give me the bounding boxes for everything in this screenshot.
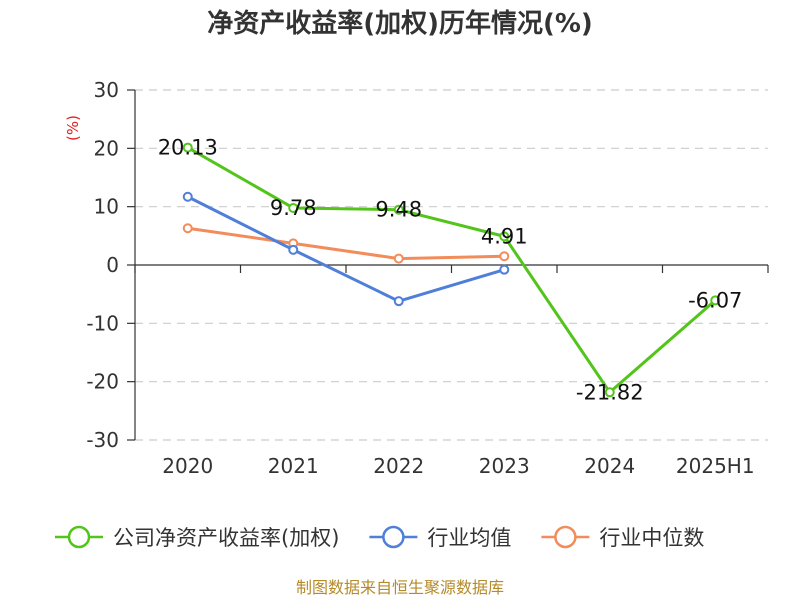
chart-title: 净资产收益率(加权)历年情况(%): [207, 8, 593, 39]
x-tick-label: 2022: [373, 454, 424, 478]
legend-swatch-marker: [67, 525, 91, 549]
legend-label: 行业中位数: [599, 526, 704, 550]
series-line: [187, 195, 505, 303]
data-point: [393, 204, 404, 215]
series-line: [187, 146, 717, 394]
x-tick-label: 2024: [584, 454, 635, 478]
data-point: [182, 223, 193, 234]
y-tick-label: 30: [94, 78, 119, 102]
data-label: 20.13: [158, 136, 218, 160]
legend-swatch-marker: [554, 525, 577, 549]
series-line: [187, 226, 505, 261]
series-layer: [182, 142, 721, 398]
data-point: [604, 387, 615, 398]
legend: 公司净资产收益率(加权) 行业均值 行业中位数: [55, 525, 704, 550]
data-point: [393, 296, 404, 307]
y-axis-unit: (%): [64, 115, 82, 141]
legend-label: 公司净资产收益率(加权): [113, 526, 339, 550]
x-tick-label: 2020: [162, 454, 213, 478]
data-point: [288, 202, 299, 213]
data-point: [182, 191, 193, 202]
source-note: 制图数据来自恒生聚源数据库: [296, 578, 504, 597]
x-tick-label: 2023: [479, 454, 530, 478]
data-label: -6.07: [688, 288, 742, 312]
data-point: [499, 264, 510, 275]
x-tick-label: 2025H1: [676, 454, 755, 478]
y-tick-label: 0: [106, 253, 119, 277]
y-tick-label: -20: [86, 370, 119, 394]
y-tick-labels: 30 20 10 0 -10 -20 -30: [86, 78, 119, 452]
x-tick-label: 2021: [268, 454, 319, 478]
data-label: -21.82: [576, 380, 644, 404]
y-tick-label: -10: [86, 311, 119, 335]
data-point: [288, 244, 299, 255]
legend-label: 行业均值: [427, 526, 511, 550]
data-point: [499, 231, 510, 242]
data-point: [182, 142, 193, 153]
grid-lines: [135, 89, 768, 441]
data-point: [499, 251, 510, 262]
data-point: [710, 295, 721, 306]
data-point: [393, 253, 404, 264]
y-tick-label: 10: [94, 195, 119, 219]
y-tick-label: 20: [94, 136, 119, 160]
data-label: 9.48: [375, 198, 422, 222]
data-label: 9.78: [270, 196, 317, 220]
data-label: 4.91: [481, 224, 528, 248]
x-tick-labels: 2020 2021 2022 2023 2024 2025H1: [162, 454, 754, 478]
axes: [127, 89, 769, 441]
legend-swatch-marker: [382, 525, 405, 549]
y-tick-label: -30: [86, 428, 119, 452]
data-labels: 20.13 9.78 9.48 4.91 -21.82 -6.07: [158, 136, 743, 405]
